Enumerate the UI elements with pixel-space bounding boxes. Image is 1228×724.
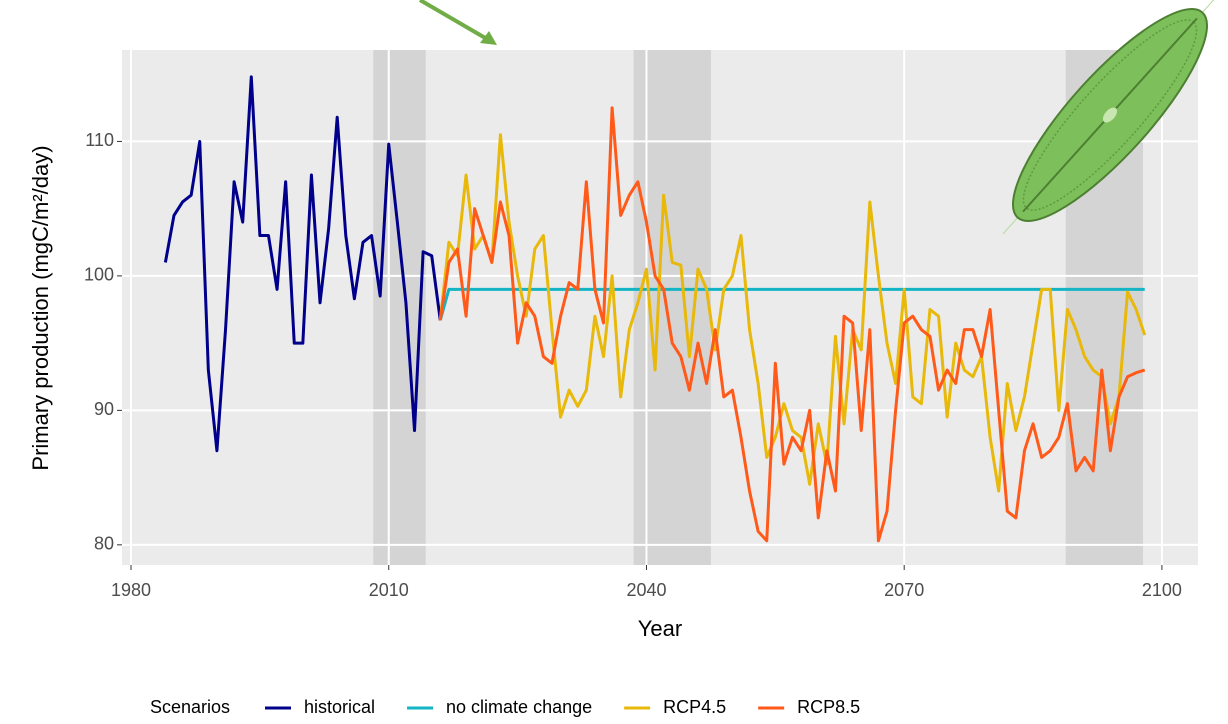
series-line [438, 133, 1147, 493]
x-tick-label: 1980 [111, 580, 151, 600]
legend-label: historical [304, 697, 375, 717]
legend-label: RCP4.5 [663, 697, 726, 717]
legend: Scenarios historical no climate change RCP… [150, 697, 860, 717]
y-tick-label: 100 [84, 265, 114, 285]
legend-label: RCP8.5 [797, 697, 860, 717]
decoration-arrow [418, 0, 497, 45]
series-line [438, 106, 1146, 543]
y-tick-label: 90 [94, 399, 114, 419]
decoration-diatom [1002, 0, 1225, 235]
series-line [163, 75, 442, 453]
y-axis-title: Primary production (mgC/m²/day) [28, 145, 53, 470]
x-tick-label: 2100 [1142, 580, 1182, 600]
x-axis-title: Year [638, 616, 682, 641]
y-tick-label: 110 [85, 130, 114, 150]
x-tick-label: 2040 [626, 580, 666, 600]
y-tick-label: 80 [94, 534, 114, 554]
shaded-period [373, 50, 426, 565]
x-tick-label: 2070 [884, 580, 924, 600]
legend-title: Scenarios [150, 697, 230, 717]
lines [163, 75, 1147, 543]
legend-label: no climate change [446, 697, 592, 717]
x-tick-label: 2010 [369, 580, 409, 600]
shaded-period [633, 50, 711, 565]
grid [122, 50, 1198, 565]
